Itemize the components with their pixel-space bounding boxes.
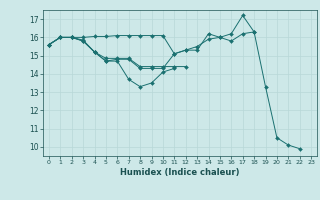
X-axis label: Humidex (Indice chaleur): Humidex (Indice chaleur) <box>120 168 240 177</box>
